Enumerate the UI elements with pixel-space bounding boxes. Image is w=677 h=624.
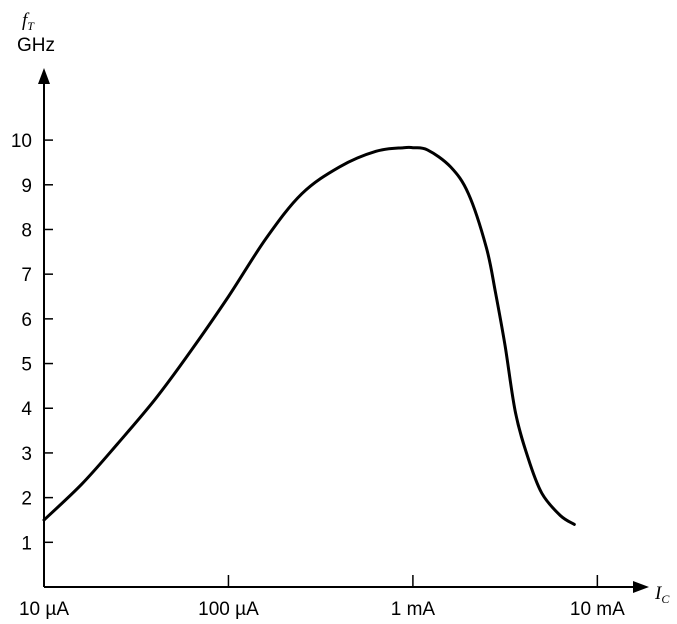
x-ticks: 10 µA 100 µA 1 mA 10 mA xyxy=(19,575,625,620)
x-tick-label: 100 µA xyxy=(198,599,259,620)
y-axis-unit: GHz xyxy=(17,35,55,56)
y-tick-label: 4 xyxy=(21,399,32,420)
y-ticks: 1 2 3 4 5 6 7 8 9 10 xyxy=(11,131,53,554)
y-tick-label: 3 xyxy=(21,444,32,465)
y-tick-label: 2 xyxy=(21,489,32,510)
y-tick-label: 7 xyxy=(21,265,32,286)
y-tick-label: 1 xyxy=(21,533,32,554)
axes xyxy=(38,68,649,593)
x-axis-label: IC xyxy=(654,583,670,606)
y-axis-label: fT xyxy=(22,10,35,33)
y-tick-label: 9 xyxy=(21,176,32,197)
x-tick-label: 1 mA xyxy=(391,599,436,620)
y-tick-label: 8 xyxy=(21,220,32,241)
y-tick-label: 10 xyxy=(11,131,32,152)
y-tick-label: 6 xyxy=(21,310,32,331)
x-tick-label: 10 µA xyxy=(19,599,69,620)
y-tick-label: 5 xyxy=(21,355,32,376)
series-line xyxy=(42,145,576,526)
y-axis-arrow xyxy=(38,68,50,84)
x-axis-arrow xyxy=(633,581,649,593)
x-tick-label: 10 mA xyxy=(570,599,625,620)
